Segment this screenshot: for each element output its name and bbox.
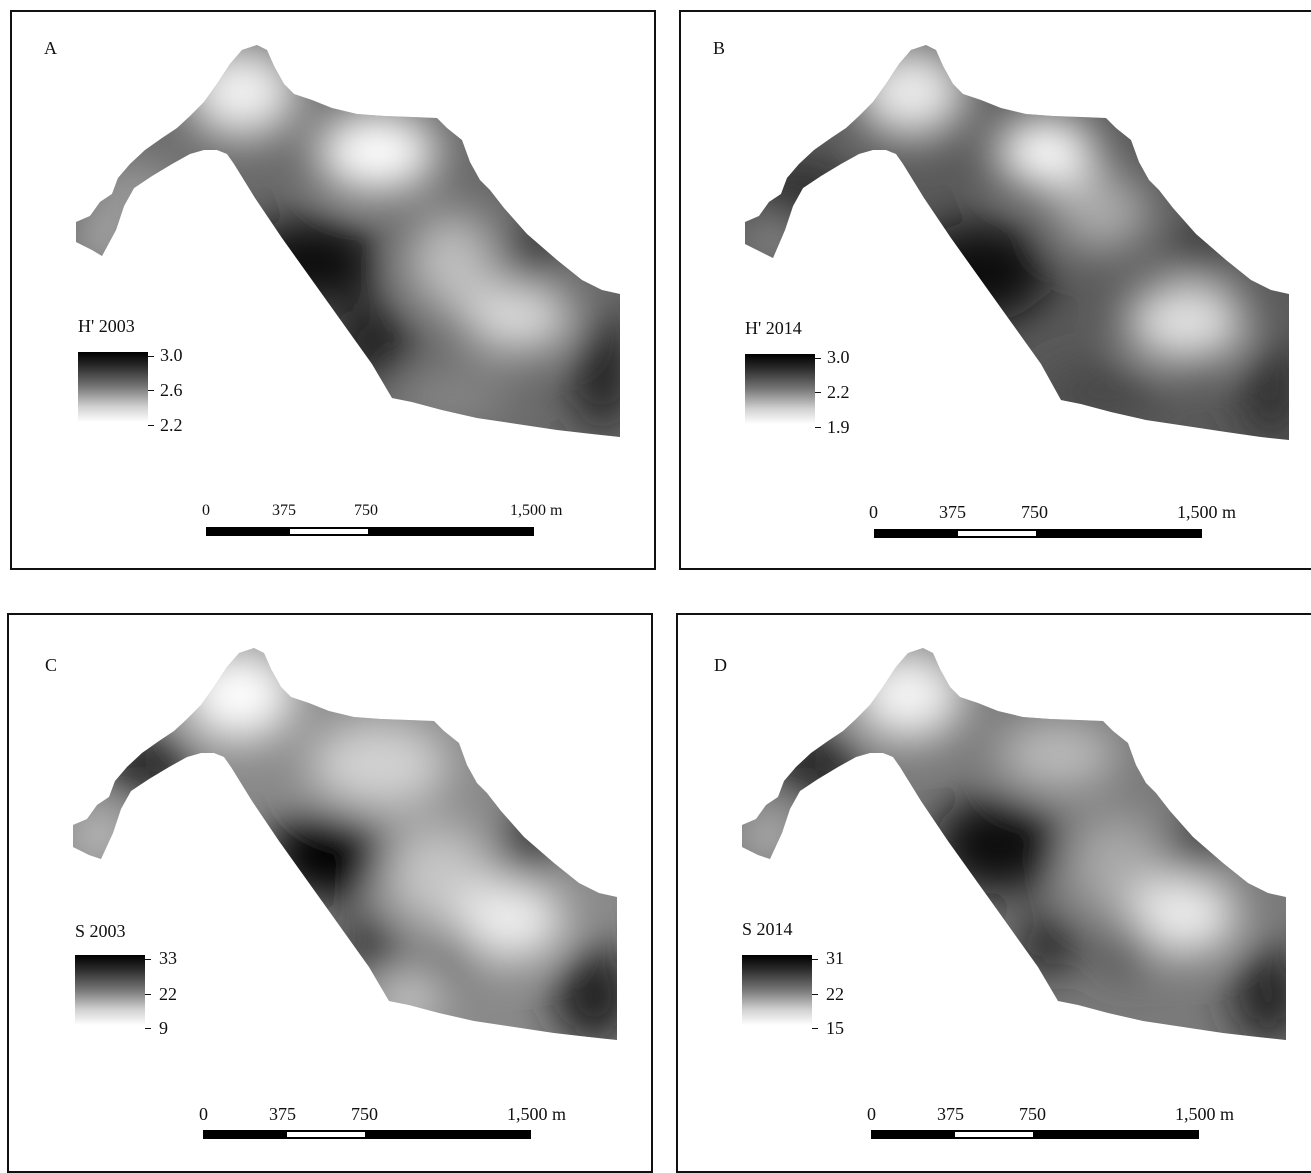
legend-high-label: 3.0: [827, 347, 850, 367]
scale-bar-segment: [365, 1130, 531, 1139]
legend-mid-label: 22: [826, 984, 844, 1004]
scale-bar-segment: [203, 1130, 287, 1139]
legend-color-ramp: [78, 352, 148, 422]
panel-letter: C: [45, 655, 58, 675]
legend-tick: [815, 358, 821, 359]
legend-low-label: 2.2: [160, 415, 183, 435]
legend-title: S 2003: [75, 921, 126, 941]
legend-mid-label: 22: [159, 984, 177, 1004]
legend-high-label: 33: [159, 948, 177, 968]
legend-tick: [812, 1028, 818, 1029]
legend-color-ramp: [745, 354, 815, 424]
scale-bar-segment: [1033, 1130, 1199, 1139]
diversity-map: [76, 45, 620, 437]
legend-mid-label: 2.6: [160, 380, 183, 400]
legend-color-ramp: [75, 955, 145, 1025]
scale-label-0: 0: [869, 502, 878, 522]
legend-tick: [815, 427, 821, 428]
legend-title: H' 2003: [78, 316, 135, 336]
scale-bar-segment: [955, 1130, 1033, 1139]
legend-title: S 2014: [742, 919, 793, 939]
scale-label-0: 0: [199, 1104, 208, 1124]
scale-bar-segment: [206, 527, 290, 536]
scale-label-750: 750: [354, 502, 378, 519]
scale-label-1500: 1,500 m: [1177, 502, 1237, 522]
scale-label-1500: 1,500 m: [1175, 1104, 1235, 1124]
legend-color-ramp: [742, 955, 812, 1025]
legend-tick: [145, 959, 151, 960]
legend-tick: [812, 994, 818, 995]
legend-tick: [815, 392, 821, 393]
legend-title: H' 2014: [745, 318, 802, 338]
legend-low-label: 15: [826, 1018, 844, 1038]
scale-bar-segment: [874, 529, 958, 538]
scale-label-375: 375: [272, 502, 296, 519]
richness-map: [742, 648, 1286, 1040]
map-panel-c: C S 2003 33 22 9 0 375 7: [7, 613, 653, 1173]
panel-letter: B: [713, 38, 726, 58]
richness-map: [73, 648, 617, 1040]
scale-bar-segment: [1036, 529, 1202, 538]
scale-label-375: 375: [939, 502, 966, 522]
legend-tick: [148, 356, 154, 357]
legend-high-label: 3.0: [160, 345, 183, 365]
legend-tick: [145, 1028, 151, 1029]
legend-tick: [145, 994, 151, 995]
legend-mid-label: 2.2: [827, 382, 850, 402]
scale-bar-segment: [958, 529, 1036, 538]
scale-label-750: 750: [1021, 502, 1048, 522]
legend-low-label: 1.9: [827, 417, 850, 437]
legend-high-label: 31: [826, 948, 844, 968]
scale-bar-segment: [368, 527, 534, 536]
scale-label-750: 750: [351, 1104, 378, 1124]
map-panel-d: D S 2014 31 22 15 0 375 750 1,5: [676, 613, 1311, 1173]
map-panel-b: B H' 2014 3.0 2.2 1.9 0 375 750 1,500 m: [679, 10, 1311, 570]
scale-bar-segment: [287, 1130, 365, 1139]
panel-letter: A: [44, 38, 57, 58]
scale-label-1500: 1,500 m: [507, 1104, 567, 1124]
scale-bar-segment: [871, 1130, 955, 1139]
scale-label-1500: 1,500 m: [510, 502, 563, 519]
scale-label-0: 0: [867, 1104, 876, 1124]
scale-label-0: 0: [202, 502, 210, 519]
legend-tick: [148, 425, 154, 426]
scale-label-375: 375: [269, 1104, 296, 1124]
panel-letter: D: [714, 655, 727, 675]
scale-label-750: 750: [1019, 1104, 1046, 1124]
scale-bar-segment: [290, 527, 368, 536]
legend-low-label: 9: [159, 1018, 168, 1038]
scale-label-375: 375: [937, 1104, 964, 1124]
map-panel-a: A H' 2003 3.0 2.6 2.2 0 375 750: [10, 10, 656, 570]
diversity-map: [745, 45, 1289, 440]
legend-tick: [148, 390, 154, 391]
legend-tick: [812, 959, 818, 960]
